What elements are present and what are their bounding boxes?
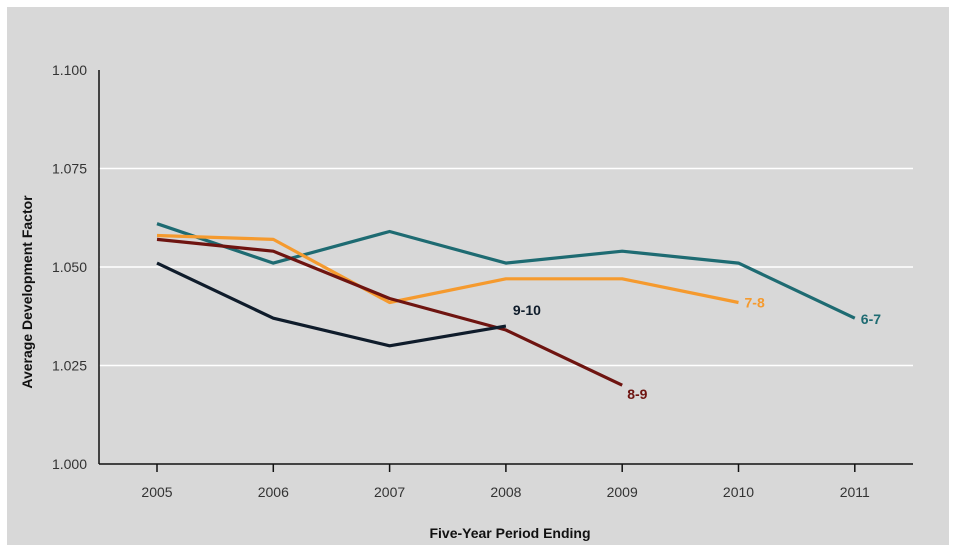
y-tick-label: 1.000 (52, 456, 87, 472)
x-tick-label: 2005 (141, 484, 172, 500)
y-tick-label: 1.050 (52, 259, 87, 275)
y-tick-label: 1.100 (52, 62, 87, 78)
y-tick-label: 1.025 (52, 358, 87, 374)
series-line-6-7 (156, 222, 856, 320)
series-line-8-9 (156, 237, 623, 387)
x-tick-label: 2007 (374, 484, 405, 500)
series-line-9-10 (156, 261, 507, 348)
x-tick-label: 2006 (258, 484, 289, 500)
series-label-9-10: 9-10 (513, 302, 541, 318)
x-tick-label: 2008 (490, 484, 521, 500)
series-lines (156, 222, 856, 387)
series-label-6-7: 6-7 (861, 311, 881, 327)
series-label-8-9: 8-9 (627, 386, 647, 402)
x-tick-label: 2011 (840, 484, 870, 500)
series-label-7-8: 7-8 (745, 294, 765, 310)
x-tick-label: 2009 (607, 484, 638, 500)
x-tick-label: 2010 (723, 484, 754, 500)
x-ticks: 2005 2006 2007 2008 2009 2010 2011 (141, 464, 870, 500)
chart-panel (7, 7, 949, 545)
y-axis-title: Average Development Factor (19, 195, 35, 389)
y-ticks: 1.000 1.025 1.050 1.075 1.100 (52, 62, 87, 472)
series-line-7-8 (156, 233, 739, 305)
x-axis-title: Five-Year Period Ending (429, 525, 590, 541)
series-labels: 6-7 7-8 8-9 9-10 (513, 294, 881, 402)
gridlines (99, 167, 913, 367)
y-tick-label: 1.075 (52, 161, 87, 177)
